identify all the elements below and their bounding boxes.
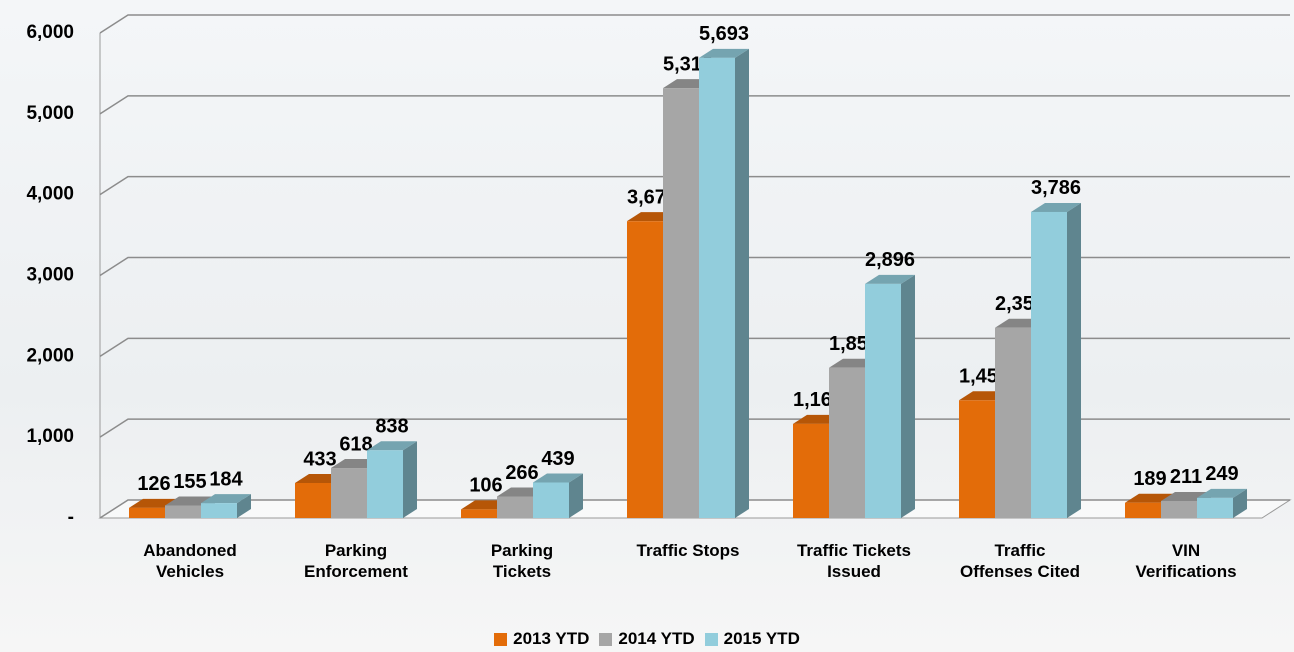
value-label: 618 (339, 433, 372, 455)
bar (959, 400, 995, 518)
bar (461, 509, 497, 518)
bar (1161, 500, 1197, 518)
legend-item: 2015 YTD (704, 629, 800, 649)
bar (533, 482, 569, 518)
y-tick-label: 5,000 (26, 103, 74, 124)
bar (995, 327, 1031, 518)
y-tick-label: 3,000 (26, 265, 74, 286)
bar-side (403, 441, 417, 518)
bar-top (367, 441, 417, 451)
x-tick-label: Parking Enforcement (304, 541, 408, 581)
y-tick-label: 1,000 (26, 426, 74, 447)
x-tick-label: VIN Verifications (1135, 541, 1237, 581)
bar (295, 482, 331, 518)
value-label: 249 (1205, 463, 1238, 485)
y-tick-label: 4,000 (26, 184, 74, 205)
bar (1125, 502, 1161, 518)
bar-top (699, 48, 749, 58)
bar-top (201, 494, 251, 504)
bar (865, 283, 901, 518)
value-label: 2,896 (865, 249, 915, 271)
bar (1197, 497, 1233, 518)
bar-top (865, 274, 915, 284)
bar (829, 367, 865, 518)
bar (793, 423, 829, 518)
grid-line (99, 95, 1290, 115)
legend-label: 2015 YTD (723, 629, 800, 648)
legend-swatch (704, 632, 718, 646)
bar-top (1031, 202, 1081, 212)
bar-side (735, 48, 749, 519)
y-tick-label: 6,000 (26, 22, 74, 43)
bar (165, 505, 201, 518)
bar (497, 496, 533, 518)
value-label: 106 (469, 475, 502, 497)
value-label: 3,786 (1031, 177, 1081, 199)
bar (627, 221, 663, 518)
x-tick-label: Traffic Stops (636, 541, 740, 560)
legend-label: 2014 YTD (618, 629, 695, 648)
legend-swatch (599, 632, 613, 646)
legend-swatch (494, 632, 508, 646)
value-label: 266 (505, 462, 538, 484)
bar (331, 468, 367, 518)
legend-item: 2013 YTD (494, 629, 589, 649)
value-label: 211 (1170, 466, 1202, 488)
grid-line (99, 256, 1290, 277)
x-tick-label: Traffic Tickets Issued (796, 541, 912, 581)
value-label: 433 (303, 448, 336, 470)
bar (1031, 211, 1067, 518)
value-label: 439 (541, 448, 574, 470)
grid-line (99, 175, 1290, 196)
bar-top (1197, 488, 1247, 498)
value-label: 184 (209, 468, 243, 490)
value-label: 5,693 (699, 23, 749, 45)
value-label: 189 (1133, 468, 1166, 490)
y-tick-label: - (68, 507, 74, 528)
bar-side (1233, 488, 1247, 518)
bar-side (1067, 202, 1081, 518)
legend-item: 2014 YTD (599, 629, 695, 649)
bar (663, 88, 699, 519)
legend: 2013 YTD 2014 YTD 2015 YTD (0, 629, 1294, 651)
bar-side (901, 274, 915, 518)
bar-side (237, 494, 251, 518)
bar (367, 450, 403, 518)
grid-line (99, 14, 1290, 34)
bar (201, 503, 237, 518)
x-tick-label: Abandoned Vehicles (143, 541, 237, 581)
bar-side (569, 473, 583, 518)
value-label: 838 (375, 416, 408, 438)
legend-label: 2013 YTD (513, 629, 590, 648)
bar (129, 507, 165, 518)
y-tick-label: 2,000 (26, 345, 74, 366)
value-label: 155 (173, 471, 206, 493)
bar-top (533, 473, 583, 483)
value-label: 126 (137, 473, 170, 495)
x-tick-label: Parking Tickets (490, 541, 554, 581)
x-tick-label: Traffic Offenses Cited (960, 541, 1080, 581)
bar (699, 57, 735, 519)
